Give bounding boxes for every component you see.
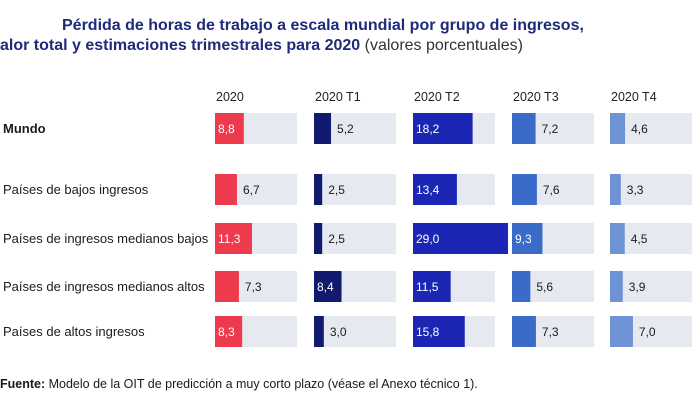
- data-label: 11,3: [218, 232, 241, 246]
- chart-title-line2: alor total y estimaciones trimestrales p…: [0, 36, 523, 56]
- bar: [215, 316, 243, 347]
- data-label: 7,3: [542, 325, 559, 339]
- data-label: 3,3: [627, 183, 644, 197]
- bar: [610, 174, 621, 205]
- chart-title-line2-bold: alor total y estimaciones trimestrales p…: [0, 37, 361, 54]
- row-label: Países de ingresos medianos bajos: [3, 231, 209, 246]
- bar-track: [314, 223, 396, 254]
- bar: [413, 174, 457, 205]
- data-label: 15,8: [416, 325, 440, 339]
- data-label: 7,0: [639, 325, 656, 339]
- bar: [512, 271, 531, 302]
- row-label: Países de bajos ingresos: [3, 182, 149, 197]
- bar: [413, 271, 451, 302]
- data-label: 6,7: [243, 183, 260, 197]
- row-label: Mundo: [3, 121, 46, 136]
- bar: [314, 316, 324, 347]
- column-header: 2020 T2: [414, 90, 460, 104]
- data-label: 11,5: [416, 280, 439, 294]
- data-label: 8,3: [218, 325, 235, 339]
- bar: [512, 174, 537, 205]
- data-label: 8,4: [317, 280, 334, 294]
- bar: [215, 271, 239, 302]
- bar: [413, 113, 473, 144]
- bar: [215, 174, 237, 205]
- bar: [512, 113, 536, 144]
- bar: [610, 113, 626, 144]
- data-label: 5,2: [337, 122, 354, 136]
- bar: [215, 223, 253, 254]
- row-label: Países de ingresos medianos altos: [3, 279, 205, 294]
- column-header: 2020 T4: [611, 90, 657, 104]
- data-label: 7,6: [543, 183, 560, 197]
- data-label: 9,3: [515, 232, 532, 246]
- source-text: Modelo de la OIT de predicción a muy cor…: [45, 377, 478, 391]
- bar: [215, 113, 244, 144]
- data-label: 7,2: [542, 122, 559, 136]
- bar: [512, 223, 543, 254]
- chart-title-units: (valores porcentuales): [360, 37, 523, 54]
- data-label: 2,5: [328, 183, 345, 197]
- chart-title-line1: Pérdida de horas de trabajo a escala mun…: [62, 17, 584, 34]
- bar: [610, 316, 633, 347]
- data-label: 29,0: [416, 232, 440, 246]
- bar-track: [610, 271, 692, 302]
- row-label: Países de altos ingresos: [3, 324, 145, 339]
- data-label: 13,4: [416, 183, 440, 197]
- column-header: 2020 T1: [315, 90, 361, 104]
- bar: [413, 316, 465, 347]
- source-note: Fuente: Modelo de la OIT de predicción a…: [0, 377, 478, 391]
- data-label: 4,6: [631, 122, 648, 136]
- data-label: 5,6: [536, 280, 553, 294]
- bar: [610, 271, 623, 302]
- bar-track: [610, 174, 692, 205]
- bar: [413, 223, 508, 254]
- column-header: 2020 T3: [513, 90, 559, 104]
- bar: [314, 223, 323, 254]
- bar: [512, 316, 536, 347]
- data-label: 8,8: [218, 122, 235, 136]
- bar: [610, 223, 625, 254]
- data-label: 4,5: [631, 232, 648, 246]
- bar-track: [314, 316, 396, 347]
- bar: [314, 271, 342, 302]
- column-header: 2020: [216, 90, 244, 104]
- data-label: 18,2: [416, 122, 440, 136]
- bar: [314, 174, 323, 205]
- data-label: 7,3: [245, 280, 262, 294]
- data-label: 3,0: [330, 325, 347, 339]
- data-label: 3,9: [629, 280, 646, 294]
- data-label: 2,5: [328, 232, 345, 246]
- source-label: Fuente:: [0, 377, 46, 391]
- bar: [314, 113, 332, 144]
- bar-track: [314, 174, 396, 205]
